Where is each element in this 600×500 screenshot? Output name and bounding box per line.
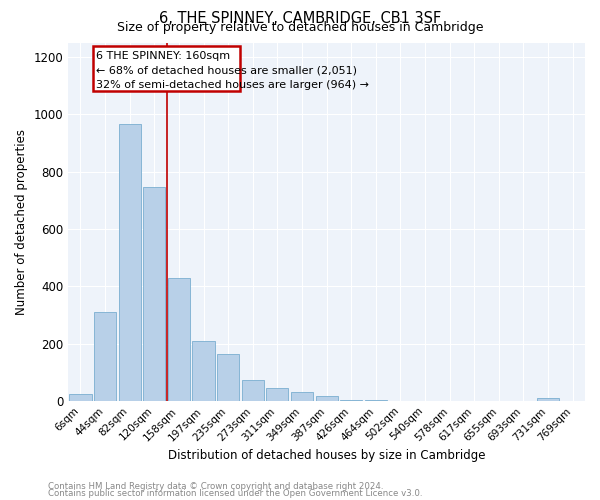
Bar [316,396,338,401]
Bar [168,278,190,401]
Bar [266,388,289,401]
Bar [70,394,92,401]
Text: ← 68% of detached houses are smaller (2,051): ← 68% of detached houses are smaller (2,… [97,66,358,76]
Bar [93,46,241,91]
Bar [537,398,559,401]
Text: 6, THE SPINNEY, CAMBRIDGE, CB1 3SF: 6, THE SPINNEY, CAMBRIDGE, CB1 3SF [159,11,441,26]
Bar [217,354,239,401]
Text: 32% of semi-detached houses are larger (964) →: 32% of semi-detached houses are larger (… [97,80,370,90]
Bar [119,124,141,401]
Bar [242,380,264,401]
Bar [193,340,215,401]
Bar [291,392,313,401]
Text: Contains public sector information licensed under the Open Government Licence v3: Contains public sector information licen… [48,489,422,498]
X-axis label: Distribution of detached houses by size in Cambridge: Distribution of detached houses by size … [168,450,485,462]
Bar [94,312,116,401]
Bar [143,188,166,401]
Y-axis label: Number of detached properties: Number of detached properties [15,128,28,314]
Text: Size of property relative to detached houses in Cambridge: Size of property relative to detached ho… [117,21,483,34]
Text: Contains HM Land Registry data © Crown copyright and database right 2024.: Contains HM Land Registry data © Crown c… [48,482,383,491]
Bar [340,400,362,401]
Text: 6 THE SPINNEY: 160sqm: 6 THE SPINNEY: 160sqm [97,51,230,61]
Bar [365,400,387,401]
